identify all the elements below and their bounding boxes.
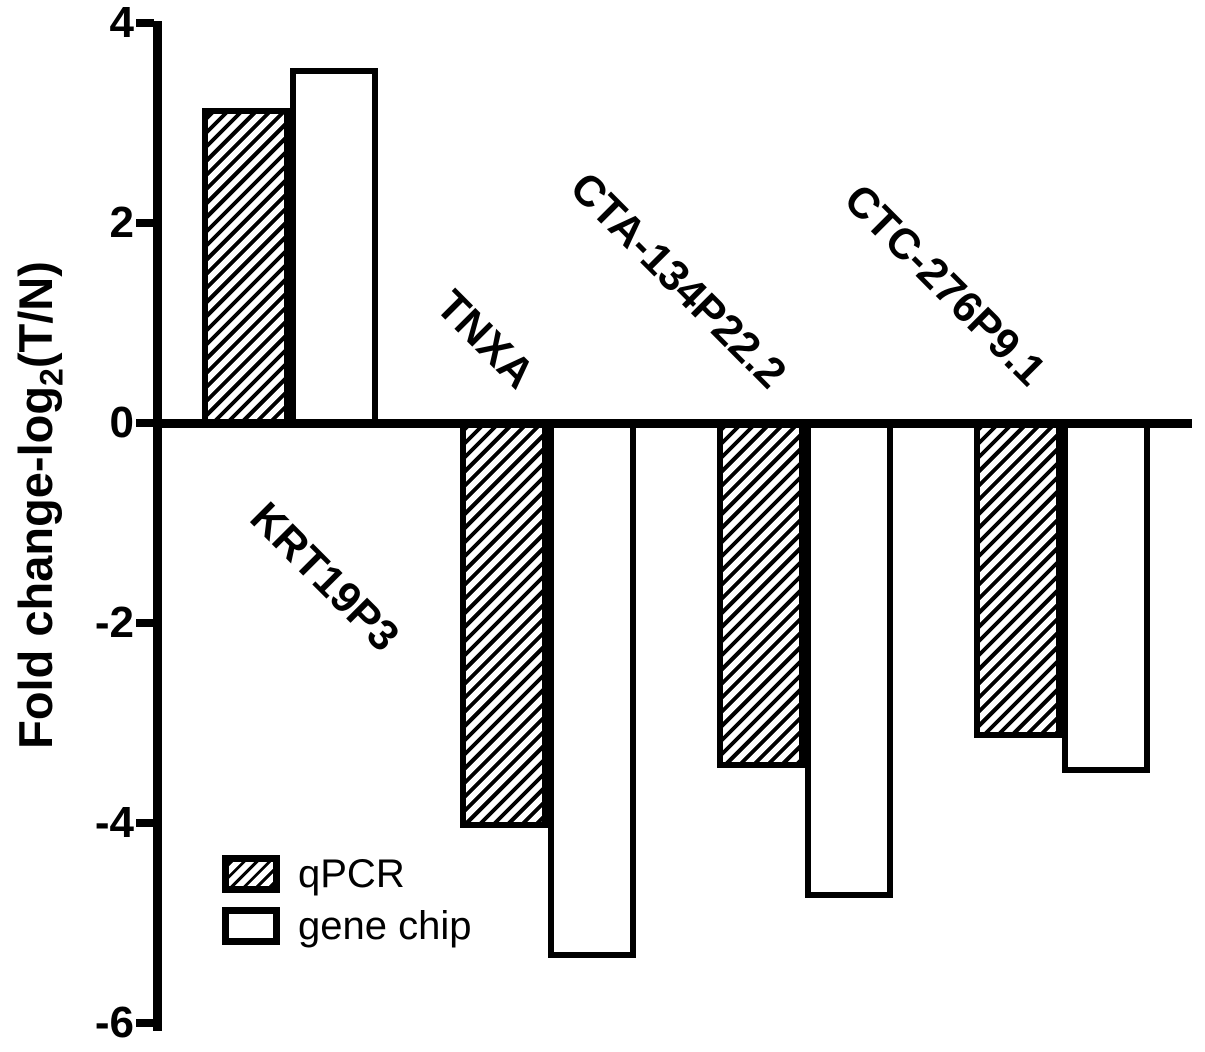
y-tick-mark bbox=[136, 19, 154, 27]
bar-qPCR-CTC-276P9.1 bbox=[974, 419, 1062, 738]
y-tick-label: -2 bbox=[94, 598, 134, 647]
y-tick-mark bbox=[136, 1019, 154, 1027]
y-tick-label: 2 bbox=[109, 198, 134, 247]
bar-gene-chip-CTA-134P22.2 bbox=[805, 419, 893, 898]
bar-qPCR-TNXA bbox=[460, 419, 548, 828]
category-label-TNXA: TNXA bbox=[426, 281, 544, 399]
y-tick-label: -6 bbox=[94, 998, 134, 1047]
legend-item-qpcr: qPCR bbox=[222, 854, 405, 894]
hatched-swatch-icon bbox=[222, 855, 280, 893]
legend-label-qpcr: qPCR bbox=[298, 852, 405, 896]
white-swatch-icon bbox=[222, 907, 280, 945]
y-axis-line bbox=[153, 21, 162, 1031]
category-label-CTC-276P9.1: CTC-276P9.1 bbox=[834, 175, 1055, 396]
bar-qPCR-KRT19P3 bbox=[202, 108, 290, 428]
bar-gene-chip-CTC-276P9.1 bbox=[1062, 419, 1150, 773]
y-tick-mark bbox=[136, 819, 154, 827]
category-label-KRT19P3: KRT19P3 bbox=[240, 493, 409, 661]
category-label-CTA-134P22.2: CTA-134P22.2 bbox=[560, 163, 796, 398]
y-tick-mark bbox=[136, 419, 154, 427]
bar-qPCR-CTA-134P22.2 bbox=[717, 419, 805, 768]
legend-label-gene-chip: gene chip bbox=[298, 904, 472, 948]
y-tick-label: -4 bbox=[94, 798, 134, 847]
bar-gene-chip-KRT19P3 bbox=[290, 68, 378, 428]
y-tick-label: 4 bbox=[109, 0, 134, 47]
y-tick-mark bbox=[136, 219, 154, 227]
y-tick-mark bbox=[136, 619, 154, 627]
zero-baseline bbox=[153, 419, 1192, 428]
legend-item-gene-chip: gene chip bbox=[222, 906, 471, 946]
bar-gene-chip-TNXA bbox=[548, 419, 636, 958]
y-tick-label: 0 bbox=[109, 398, 134, 447]
